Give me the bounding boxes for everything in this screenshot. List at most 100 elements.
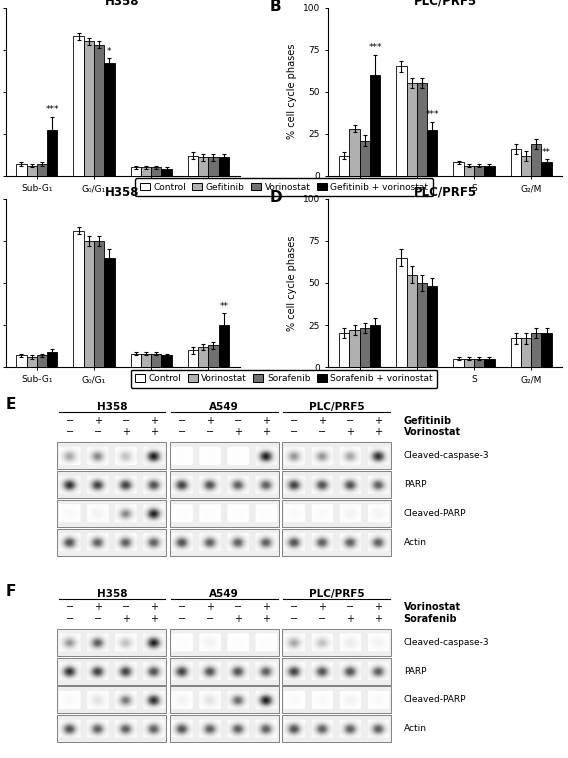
Bar (198, 347, 208, 367)
Text: ***: *** (368, 43, 382, 52)
Title: H358: H358 (106, 186, 140, 199)
Bar (73, 230, 83, 367)
Bar (282, 715, 391, 742)
Bar (170, 715, 279, 742)
Text: −: − (66, 428, 74, 437)
Text: +: + (374, 614, 382, 624)
Bar (16, 164, 27, 176)
Bar (105, 63, 115, 176)
Bar (453, 359, 463, 367)
Text: −: − (66, 602, 74, 612)
Text: −: − (178, 415, 186, 426)
Text: Cleaved-PARP: Cleaved-PARP (404, 509, 466, 518)
Text: E: E (6, 397, 16, 412)
Bar (511, 149, 521, 176)
Text: ***: *** (45, 105, 59, 114)
Bar (282, 500, 391, 527)
Bar (531, 334, 541, 367)
Text: −: − (290, 428, 298, 437)
Bar (282, 658, 391, 684)
Text: −: − (178, 428, 186, 437)
Text: −: − (178, 614, 186, 624)
Bar (57, 443, 166, 469)
Bar (427, 130, 437, 176)
Text: Cleaved-caspase-3: Cleaved-caspase-3 (404, 638, 489, 647)
Legend: Control, Gefitinib, Vorinostat, Gefitinib + vorinostat: Control, Gefitinib, Vorinostat, Gefitini… (135, 178, 433, 196)
Bar (170, 528, 279, 556)
Text: +: + (234, 428, 242, 437)
Bar (511, 339, 521, 367)
Bar (396, 258, 407, 367)
Text: A549: A549 (209, 402, 239, 412)
Bar (170, 443, 279, 469)
Text: −: − (66, 415, 74, 426)
Bar (541, 162, 552, 176)
Bar (521, 155, 531, 176)
Text: +: + (262, 428, 270, 437)
Text: −: − (94, 428, 102, 437)
Bar (208, 158, 219, 176)
Bar (396, 67, 407, 176)
Bar (198, 158, 208, 176)
Text: Cleaved-PARP: Cleaved-PARP (404, 695, 466, 704)
Bar (188, 350, 198, 367)
Text: ***: *** (425, 111, 439, 120)
Text: Gefitinib: Gefitinib (404, 415, 452, 426)
Text: Actin: Actin (404, 537, 427, 547)
Bar (282, 528, 391, 556)
Bar (151, 168, 161, 176)
Bar (208, 345, 219, 367)
Text: Sorafenib: Sorafenib (404, 614, 457, 624)
Text: +: + (374, 602, 382, 612)
Text: H358: H358 (97, 402, 127, 412)
Title: PLC/PRF5: PLC/PRF5 (414, 0, 477, 8)
Bar (57, 528, 166, 556)
Bar (485, 166, 495, 176)
Bar (16, 356, 27, 367)
Bar (417, 283, 427, 367)
Bar (170, 500, 279, 527)
Text: +: + (319, 602, 327, 612)
Text: +: + (262, 614, 270, 624)
Bar (131, 168, 141, 176)
Text: PARP: PARP (404, 480, 426, 489)
Bar (57, 500, 166, 527)
Bar (339, 155, 349, 176)
Bar (349, 129, 360, 176)
Bar (360, 140, 370, 176)
Bar (57, 471, 166, 498)
Bar (282, 471, 391, 498)
Bar (94, 45, 105, 176)
Bar (161, 169, 172, 176)
Text: B: B (270, 0, 282, 14)
Text: Cleaved-caspase-3: Cleaved-caspase-3 (404, 451, 489, 460)
Text: +: + (206, 415, 214, 426)
Text: F: F (6, 584, 16, 599)
Y-axis label: % cell cycle phases: % cell cycle phases (287, 235, 297, 330)
Bar (105, 258, 115, 367)
Text: Vorinostat: Vorinostat (404, 602, 461, 612)
Bar (131, 354, 141, 367)
Bar (282, 629, 391, 656)
Title: PLC/PRF5: PLC/PRF5 (414, 186, 477, 199)
Bar (37, 164, 47, 176)
Text: +: + (150, 428, 158, 437)
Bar (141, 354, 151, 367)
Text: **: ** (542, 148, 551, 156)
Bar (417, 83, 427, 176)
Bar (541, 334, 552, 367)
Text: +: + (206, 602, 214, 612)
Bar (463, 166, 474, 176)
Bar (170, 471, 279, 498)
Bar (282, 686, 391, 713)
Text: −: − (206, 428, 214, 437)
Bar (531, 144, 541, 176)
Bar (407, 83, 417, 176)
Text: A549: A549 (209, 589, 239, 599)
Y-axis label: % cell cycle phases: % cell cycle phases (287, 44, 297, 139)
Text: +: + (94, 602, 102, 612)
Text: D: D (270, 190, 283, 205)
Bar (521, 339, 531, 367)
Bar (370, 75, 380, 176)
Bar (151, 354, 161, 367)
